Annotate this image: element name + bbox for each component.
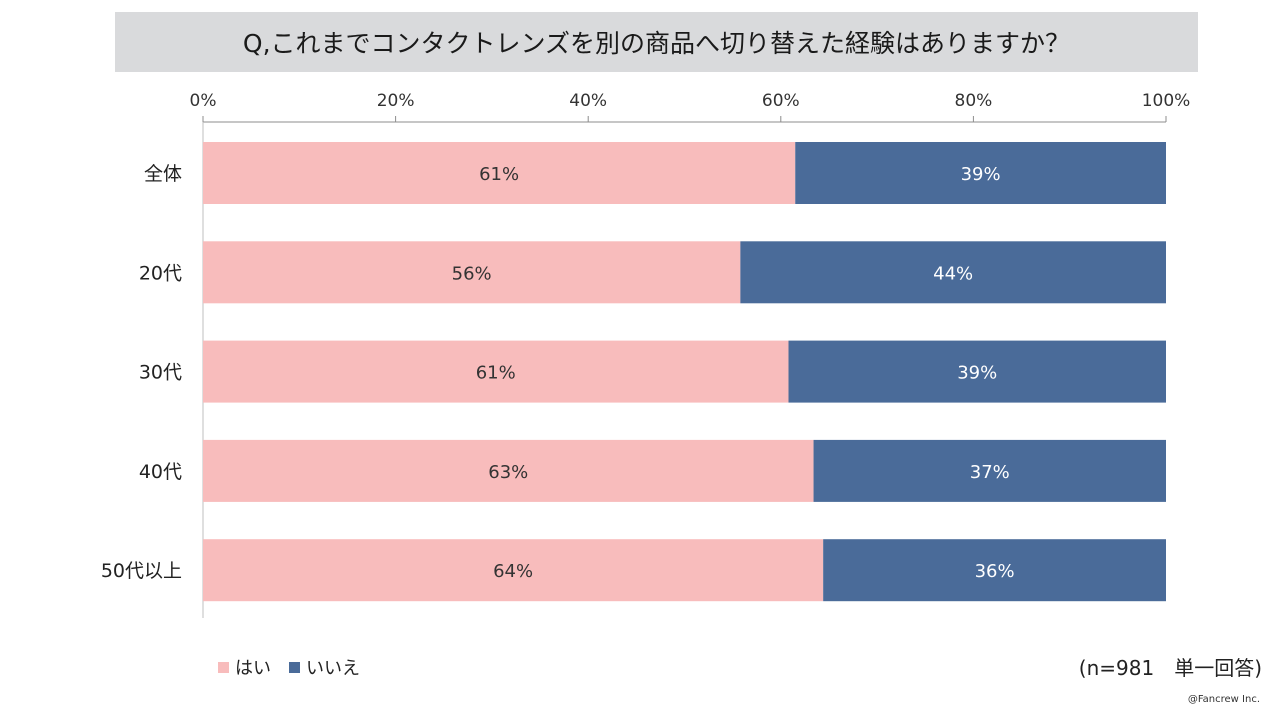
legend-item-no: いいえ [289,654,360,680]
category-label: 30代 [139,362,182,384]
legend-swatch-no [289,661,300,673]
data-label-no: 39% [957,363,997,384]
data-label-no: 39% [961,164,1001,185]
bar-segment-yes [203,241,741,304]
data-label-no: 44% [933,263,973,284]
data-label-yes: 63% [488,462,528,483]
chart-title: Q,これまでコンタクトレンズを別の商品へ切り替えた経験はありますか？ [242,29,1071,58]
data-label-yes: 61% [479,164,519,185]
legend: はい いいえ [218,654,378,680]
data-label-yes: 64% [493,561,533,582]
x-tick-label: 100% [1142,91,1191,111]
bar-segment-no [788,340,1166,403]
bar-segment-yes [203,539,824,602]
category-label: 全体 [144,163,182,185]
bar-segment-no [795,142,1166,204]
chart-title-bar: Q,これまでコンタクトレンズを別の商品へ切り替えた経験はありますか？ [115,12,1198,72]
bar-segment-no [740,241,1166,304]
copyright-credit: @Fancrew Inc. [1187,694,1260,705]
data-label-no: 36% [975,561,1015,582]
legend-item-yes: はい [218,654,271,680]
data-label-yes: 56% [452,263,492,284]
data-label-yes: 61% [476,363,516,384]
x-tick-label: 0% [190,91,217,111]
bar-segment-yes [203,142,796,204]
sample-size-note: (n=981 単一回答) [1078,656,1262,680]
category-label: 40代 [139,461,182,483]
x-tick-label: 20% [377,91,415,111]
legend-swatch-yes [218,661,229,673]
bar-segment-no [813,439,1166,502]
bar-segment-no [823,539,1166,602]
category-label: 50代以上 [101,560,182,582]
bar-segment-yes [203,340,789,403]
x-tick-label: 80% [955,91,993,111]
x-tick-label: 60% [762,91,800,111]
bar-segment-yes [203,439,814,502]
category-label: 20代 [139,262,182,284]
x-tick-label: 40% [569,91,607,111]
data-label-no: 37% [970,462,1010,483]
legend-label-yes: はい [235,658,271,679]
legend-label-no: いいえ [306,658,360,679]
